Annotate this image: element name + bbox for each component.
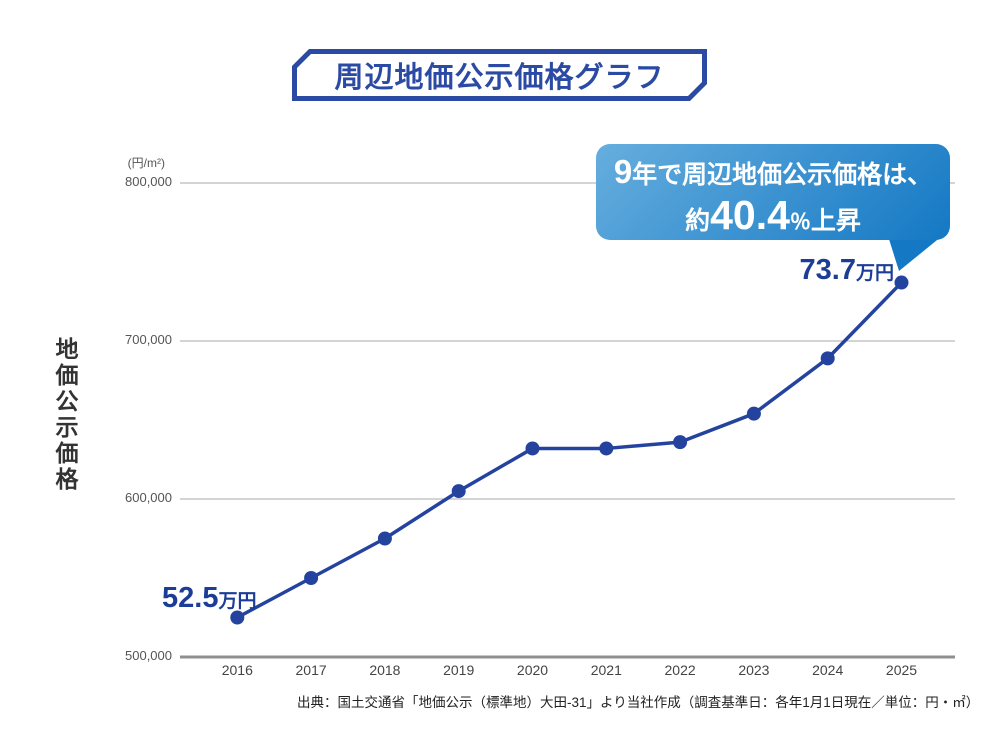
chart-title-inner: 周辺地価公示価格グラフ: [297, 54, 702, 96]
chart-title-box: 周辺地価公示価格グラフ: [292, 49, 707, 101]
x-tick-2023: 2023: [738, 662, 770, 678]
callout-years-number: 9: [613, 153, 633, 190]
x-tick-2020: 2020: [516, 662, 549, 678]
callout-line1-text: 年で周辺地価公示価格は、: [632, 161, 933, 189]
x-tick-2021: 2021: [590, 662, 622, 678]
callout-percent-value: 40.4: [710, 192, 790, 239]
start-value: 52.5: [162, 582, 219, 614]
callout-approx-prefix: 約: [685, 207, 711, 236]
end-value-label: 73.7万円: [758, 254, 894, 287]
x-tick-2022: 2022: [664, 662, 696, 678]
y-axis-unit-label: (円/m²): [127, 156, 165, 170]
callout-percent-sign: ％: [789, 211, 811, 235]
x-tick-2025: 2025: [885, 662, 918, 678]
x-tick-2019: 2019: [443, 662, 475, 678]
source-note: 出典：国土交通省「地価公示（標準地）大田-31」より当社作成（調査基準日：各年1…: [297, 695, 980, 710]
start-value-unit: 万円: [218, 591, 257, 612]
data-point-2019: [451, 484, 466, 499]
callout-line1: 9年で周辺地価公示価格は、: [596, 151, 950, 192]
page-title: 周辺地価公示価格グラフ: [334, 62, 665, 94]
callout-tail: [888, 236, 942, 271]
end-value-unit: 万円: [855, 263, 894, 284]
y-axis-title: 地価公示価格: [52, 337, 78, 493]
callout-bubble: 9年で周辺地価公示価格は、 約40.4％上昇: [596, 144, 950, 240]
x-tick-2017: 2017: [295, 662, 327, 678]
y-tick-600000: 600,000: [125, 490, 172, 505]
y-tick-500000: 500,000: [125, 648, 172, 663]
price-line: [236, 281, 903, 620]
x-tick-2016: 2016: [221, 662, 253, 678]
data-point-2021: [599, 441, 614, 456]
data-point-2024: [820, 351, 835, 366]
data-point-2022: [673, 435, 688, 450]
y-tick-700000: 700,000: [125, 332, 172, 347]
data-point-2017: [304, 571, 319, 585]
data-point-2025: [894, 275, 909, 290]
callout-rise-suffix: 上昇: [810, 207, 861, 236]
x-tick-2018: 2018: [369, 662, 401, 678]
data-point-2016: [230, 610, 245, 625]
callout-line2: 約40.4％上昇: [596, 191, 950, 240]
start-value-label: 52.5万円: [162, 582, 272, 615]
y-tick-800000: 800,000: [125, 174, 172, 189]
data-point-2018: [377, 531, 392, 546]
data-point-2020: [525, 441, 540, 456]
data-point-2023: [746, 406, 761, 421]
end-value: 73.7: [799, 254, 856, 286]
x-tick-2024: 2024: [812, 662, 844, 678]
